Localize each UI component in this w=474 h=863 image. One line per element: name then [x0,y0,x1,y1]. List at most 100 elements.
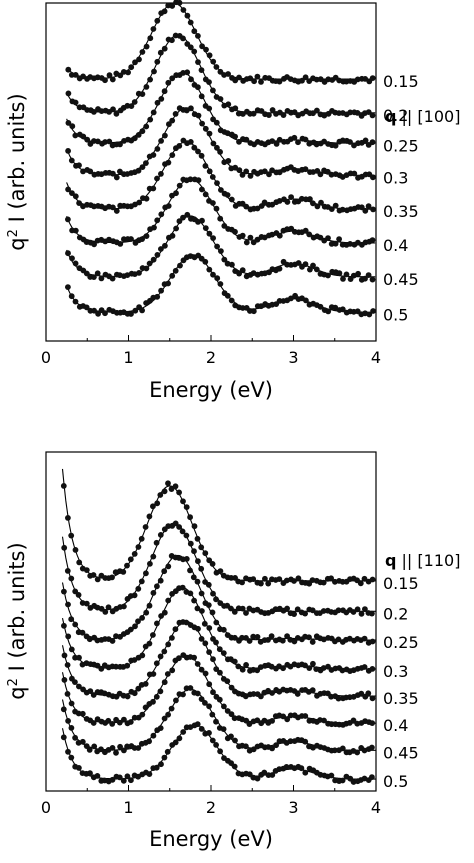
data-point [143,43,150,50]
series-0.2 [65,32,376,119]
data-point [198,726,205,732]
x-tick-label-0: 0 [41,798,51,817]
data-point [61,622,67,629]
data-point [306,634,312,641]
data-point [217,568,224,574]
data-point [195,59,201,65]
data-point [232,164,239,171]
data-point [291,578,297,584]
data-point [138,535,145,542]
data-point [83,600,90,607]
data-point [124,662,131,669]
data-point [147,560,153,567]
series-0.2 [61,520,376,617]
legend-bold-top: q [385,107,396,126]
data-point [261,199,268,206]
data-point [309,639,316,645]
data-point [232,133,239,140]
legend-bold-bottom: q [385,551,396,570]
x-ticks-top [45,335,377,341]
data-point [268,633,275,640]
data-point [154,252,161,258]
data-point [164,671,171,677]
data-point [280,665,286,672]
data-point [198,67,205,73]
data-point [124,773,131,780]
data-point [369,610,375,617]
series-label-0.4: 0.4 [383,716,408,735]
data-point [68,532,75,539]
data-point [202,640,209,647]
data-point [120,777,127,784]
data-point [154,58,161,65]
data-point [269,690,275,696]
data-point [307,196,313,202]
data-point [110,106,116,113]
data-point [150,109,157,116]
data-point [150,553,157,560]
data-point [165,597,172,604]
y-label-rest-top: I (arb. units) [5,93,29,229]
data-point [172,267,179,274]
data-point [306,140,313,147]
data-point [158,96,165,102]
data-point [143,123,150,130]
data-point [131,592,138,599]
data-point [184,211,191,218]
data-point [127,777,134,784]
data-point [150,152,157,158]
data-point [109,776,116,783]
data-point [209,737,216,744]
data-point [220,626,227,633]
series-label-0.35: 0.35 [383,202,419,221]
data-point [117,743,123,750]
x-tick-label-0: 0 [41,348,51,367]
data-point [146,513,153,520]
data-point [173,190,179,197]
data-point [209,609,216,616]
data-point [169,272,176,279]
data-point [161,8,168,15]
data-point [294,606,301,613]
data-point [210,200,216,206]
data-point [120,69,127,75]
data-point [65,284,71,290]
data-point [94,576,101,583]
data-point [139,128,146,135]
data-point [172,111,179,117]
data-point [179,584,186,591]
data-point [243,203,250,210]
data-point [157,532,164,538]
data-point [147,116,154,123]
data-point [202,163,209,169]
data-point [83,567,90,573]
data-point [210,87,216,94]
data-point [176,489,183,496]
data-point [218,187,224,193]
data-point [225,101,232,108]
data-point [198,590,205,597]
data-point [370,174,376,181]
data-point [147,76,154,83]
data-point [157,492,164,498]
data-point [302,738,309,745]
data-point [262,575,268,582]
data-point [266,171,272,178]
data-point [231,609,238,615]
data-point [180,214,186,221]
data-point [195,33,201,39]
data-point [135,544,142,550]
data-point [165,79,172,86]
data-point [318,199,324,206]
legend-rest-top: || [100] [396,107,460,126]
data-point [65,718,71,724]
data-point [243,136,250,143]
x-tick-label-3: 3 [288,348,298,367]
data-point [76,765,82,771]
data-point [221,223,228,229]
data-point [298,765,305,772]
data-point [213,639,219,646]
data-point [214,243,221,250]
data-point [157,49,164,56]
data-point [288,194,294,201]
